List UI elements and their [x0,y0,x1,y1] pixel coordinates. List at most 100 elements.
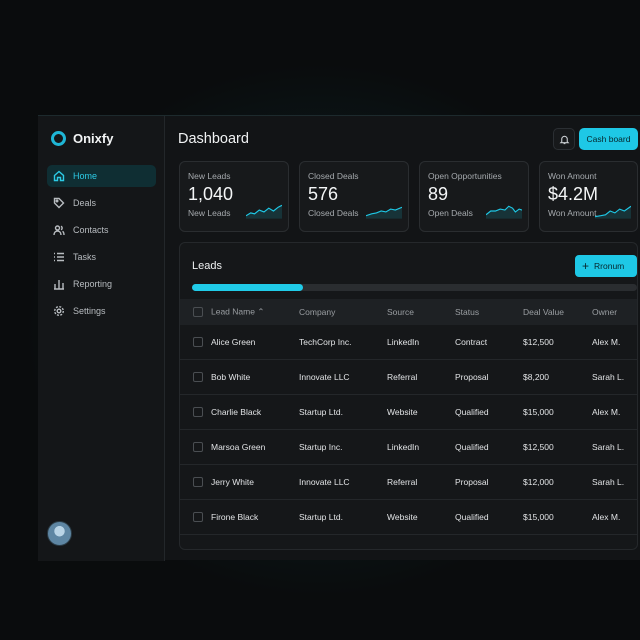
table-cell: Website [387,512,418,522]
add-lead-button[interactable]: + Rronum [575,255,637,277]
table-cell: $8,200 [523,372,549,382]
users-icon [53,225,65,236]
table-cell: Firone Black [211,512,259,522]
table-row[interactable]: Jerry White Innovate LLC Referral Proposal $… [180,465,637,500]
table-cell: Marsoa Green [211,442,266,452]
logo[interactable]: Onixfy [51,131,113,146]
main-content: Dashboard Cash board New Leads 1,040 New L… [165,116,640,561]
table-cell: Qualified [455,442,489,452]
app-name: Onixfy [73,131,114,146]
table-row[interactable]: Marsoa Green Startup Inc. LinkedIn Qualifie… [180,430,637,465]
table-cell: Contract [455,337,488,347]
table-cell: $12,500 [523,337,554,347]
sidebar-item-settings[interactable]: Settings [47,300,156,322]
table-cell: $15,000 [523,407,554,417]
sidebar-item-contacts[interactable]: Contacts [47,219,156,241]
sidebar-item-label: Deals [73,198,97,208]
sidebar-item-reporting[interactable]: Reporting [47,273,156,295]
stat-value: 89 [428,184,449,204]
stat-label: New Leads [188,171,231,181]
gear-icon [53,305,65,317]
row-checkbox[interactable] [193,407,203,417]
sidebar-item-label: Contacts [73,225,109,235]
stat-sublabel: Open Deals [428,208,473,218]
sidebar-item-label: Tasks [73,252,97,262]
table-cell: Startup Inc. [299,442,343,452]
sidebar-item-home[interactable]: Home [47,165,156,187]
table-cell: Startup Ltd. [299,512,343,522]
table-cell: Jerry White [211,477,254,487]
row-checkbox[interactable] [193,477,203,487]
table-row[interactable]: Alice Green TechCorp Inc. LinkedIn Contract… [180,325,637,360]
table-cell: Proposal [455,477,489,487]
table-cell: $15,000 [523,512,554,522]
tag-icon [53,197,65,209]
table-cell: Alex M. [592,407,621,417]
table-cell: Website [387,407,418,417]
sidebar: Onixfy Home Deals Contacts Tasks Reporti… [38,116,165,561]
column-header[interactable]: Deal Value [523,307,564,317]
row-checkbox[interactable] [193,512,203,522]
stat-sublabel: Closed Deals [308,208,359,218]
table-cell: LinkedIn [387,337,420,347]
bar-chart-icon [54,280,64,290]
table-cell: TechCorp Inc. [299,337,352,347]
table-cell: Alex M. [592,337,621,347]
table-cell: Innovate LLC [299,477,350,487]
table-cell: Sarah L. [592,372,625,382]
sidebar-item-label: Settings [73,306,106,316]
plus-icon: + [582,259,590,273]
sidebar-item-tasks[interactable]: Tasks [47,246,156,268]
app-window: Onixfy Home Deals Contacts Tasks Reporti… [38,115,640,561]
stat-label: Open Opportunities [428,171,502,181]
stat-card[interactable]: Won Amount $4.2M Won Amount [539,161,638,232]
sparkline [595,205,631,219]
table-row[interactable]: Firone Black Startup Ltd. Website Qualified… [180,500,637,535]
avatar[interactable] [47,521,72,546]
stat-card[interactable]: New Leads 1,040 New Leads [179,161,289,232]
bell-icon [559,135,569,144]
table-cell: Innovate LLC [299,372,350,382]
notifications-button[interactable] [553,128,575,150]
column-header[interactable]: Status [455,307,480,317]
sparkline [246,204,282,219]
table-row[interactable]: Charlie Black Startup Ltd. Website Qualifie… [180,395,637,430]
table-cell: LinkedIn [387,442,420,452]
table-cell: $12,500 [523,442,554,452]
table-cell: Bob White [211,372,251,382]
row-checkbox[interactable] [193,337,203,347]
table-cell: Proposal [455,372,489,382]
stat-value: 1,040 [188,184,234,204]
list-icon [54,252,64,262]
table-cell: Startup Ltd. [299,407,343,417]
table-cell: $12,000 [523,477,554,487]
stat-card[interactable]: Open Opportunities 89 Open Deals [419,161,529,232]
table-cell: Referral [387,372,418,382]
stat-label: Won Amount [548,171,597,181]
column-header[interactable]: Source [387,307,414,317]
row-checkbox[interactable] [193,442,203,452]
table-cell: Sarah L. [592,442,625,452]
cash-board-button[interactable]: Cash board [579,128,638,150]
sort-asc-icon: ⌃ [257,306,265,317]
sidebar-nav: Home Deals Contacts Tasks Reporting Sett… [47,165,156,327]
add-lead-label: Rronum [594,261,625,271]
table-cell: Sarah L. [592,477,625,487]
sidebar-item-label: Home [73,171,98,181]
select-all-checkbox[interactable] [193,307,203,317]
table-cell: Charlie Black [211,407,262,417]
table-cell: Qualified [455,512,489,522]
leads-panel: Leads + Rronum Lead Name ⌃ Company Source St… [179,242,638,550]
sidebar-item-label: Reporting [73,279,113,289]
table-cell: Alice Green [211,337,256,347]
column-header[interactable]: Lead Name ⌃ [211,306,265,317]
table-row[interactable]: Bob White Innovate LLC Referral Proposal $8,… [180,360,637,395]
sparkline [366,206,402,219]
column-header[interactable]: Owner [592,307,618,317]
row-checkbox[interactable] [193,372,203,382]
table-header: Lead Name ⌃ Company Source Status Deal Value… [180,299,637,325]
stat-card[interactable]: Closed Deals 576 Closed Deals [299,161,409,232]
sidebar-item-deals[interactable]: Deals [47,192,156,214]
column-header[interactable]: Company [299,307,336,317]
table-cell: Referral [387,477,418,487]
